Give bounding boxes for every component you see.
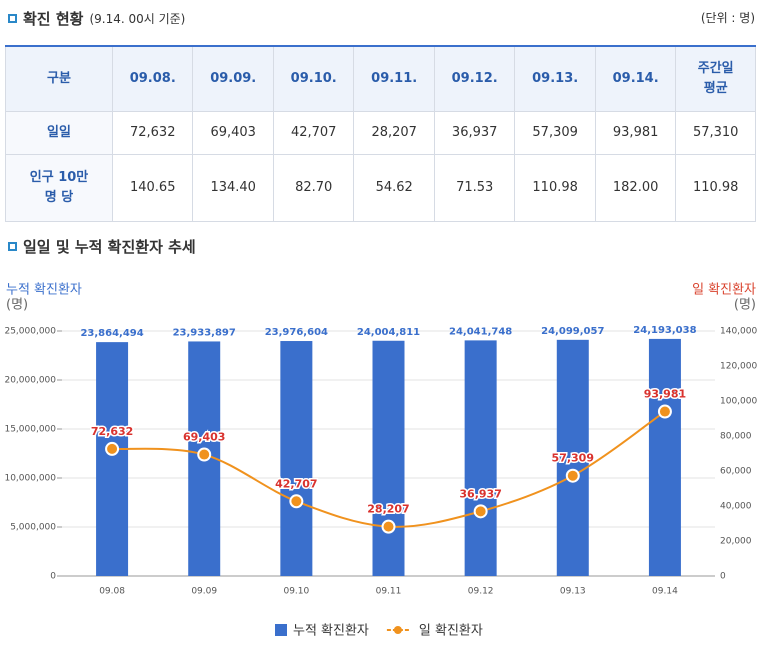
y-tick-label: 10,000,000: [4, 474, 56, 484]
point: [105, 441, 120, 456]
y2-tick-label: 0: [720, 572, 726, 582]
y2-tick-label: 100,000: [720, 397, 757, 407]
y2-tick-label: 40,000: [720, 502, 752, 512]
table-cell: 110.98: [514, 154, 596, 222]
y-tick-label: 0: [50, 572, 56, 582]
table-cell: 140.65: [111, 154, 194, 222]
bar: [464, 340, 497, 576]
y-axis-title: 누적 확진환자: [6, 283, 82, 298]
bar-label: 23,864,494: [80, 328, 143, 339]
column-header: 주간일 평균: [675, 45, 756, 112]
bar-label: 23,933,897: [173, 327, 236, 338]
bar: [648, 338, 681, 576]
x-tick-label: 09.12: [468, 587, 494, 597]
table-cell: 82.70: [272, 154, 355, 222]
x-tick-label: 09.08: [99, 587, 125, 597]
table-cell: 42,707: [272, 111, 355, 155]
bar-label: 24,004,811: [357, 327, 420, 338]
x-tick-label: 09.09: [191, 587, 217, 597]
bar: [96, 342, 129, 576]
point-label: 69,403: [183, 431, 225, 444]
y-axis-unit: (명): [6, 298, 28, 313]
column-header: 09.10.: [272, 45, 355, 112]
point-label: 28,207: [367, 503, 409, 516]
table-cell: 57,310: [675, 111, 756, 155]
point-label: 93,981: [644, 388, 686, 401]
point: [381, 519, 396, 534]
subtitle: (9.14. 00시 기준): [89, 12, 186, 26]
bar: [372, 340, 405, 576]
x-tick-label: 09.14: [652, 587, 678, 597]
column-header: 09.08.: [111, 45, 194, 112]
table-cell: 182.00: [594, 154, 677, 222]
chart-title: 일일 및 누적 확진환자 추세: [23, 238, 196, 256]
point: [197, 447, 212, 462]
table-cell: 72,632: [111, 111, 194, 155]
legend-label: 일 확진환자: [419, 624, 483, 639]
point: [473, 504, 488, 519]
y2-tick-label: 140,000: [720, 327, 757, 337]
x-tick-label: 09.10: [283, 587, 309, 597]
icon: [8, 242, 17, 251]
y-tick-label: 5,000,000: [10, 523, 56, 533]
point-label: 36,937: [459, 487, 501, 500]
table-cell: 93,981: [594, 111, 677, 155]
point: [565, 468, 580, 483]
table-row: 인구 10만 명 당 140.65 134.40 82.70 54.62 71.53 110…: [5, 154, 756, 222]
column-header: 09.11.: [353, 45, 435, 112]
column-header: 구분: [5, 45, 113, 112]
table-cell: 일일: [5, 111, 113, 155]
y2-axis-title: 일 확진환자: [692, 283, 756, 298]
y2-tick-label: 80,000: [720, 432, 752, 442]
column-header: 09.14.: [594, 45, 677, 112]
y-tick-label: 15,000,000: [4, 425, 56, 435]
point-label: 72,632: [91, 425, 133, 438]
table-cell: 71.53: [433, 154, 516, 222]
bar-label: 24,041,748: [449, 326, 512, 337]
x-tick-label: 09.13: [560, 587, 586, 597]
point-label: 42,707: [275, 477, 317, 490]
header-row: 구분 09.08. 09.09. 09.10. 09.11. 09.12. 09.13. 09…: [5, 45, 756, 112]
bar-label: 24,099,057: [541, 326, 604, 337]
section-heading: 확진 현황 (9.14. 00시 기준): [8, 8, 185, 29]
legend-swatch: [275, 624, 287, 636]
column-header: 09.12.: [433, 45, 516, 112]
table-cell: 134.40: [192, 154, 274, 222]
table-cell: 110.98: [675, 154, 756, 222]
y2-tick-label: 60,000: [720, 467, 752, 477]
unit: (단위 : 명): [700, 11, 755, 25]
bar: [556, 339, 589, 576]
point: [657, 404, 672, 419]
section-heading: 일일 및 누적 확진환자 추세: [8, 236, 196, 257]
column-header: 09.09.: [192, 45, 274, 112]
bar-label: 23,976,604: [265, 327, 328, 338]
y2-tick-label: 20,000: [720, 537, 752, 547]
y-tick-label: 20,000,000: [4, 376, 56, 386]
point-label: 57,309: [552, 452, 594, 465]
column-header: 09.13.: [514, 45, 596, 112]
bar: [280, 341, 313, 576]
bar-label: 24,193,038: [633, 325, 696, 336]
x-tick-label: 09.11: [376, 587, 402, 597]
legend-swatch: [393, 626, 402, 634]
icon: [8, 14, 17, 23]
table-cell: 54.62: [353, 154, 435, 222]
y2-axis-unit: (명): [734, 298, 756, 313]
table-cell: 인구 10만 명 당: [5, 154, 113, 222]
table-cell: 69,403: [192, 111, 274, 155]
y-tick-label: 25,000,000: [4, 327, 56, 337]
data-table: 구분 09.08. 09.09. 09.10. 09.11. 09.12. 09.13. 09…: [5, 45, 756, 222]
y2-tick-label: 120,000: [720, 362, 757, 372]
point: [289, 494, 304, 509]
title: 확진 현황: [23, 10, 84, 28]
legend-label: 누적 확진환자: [293, 624, 369, 639]
